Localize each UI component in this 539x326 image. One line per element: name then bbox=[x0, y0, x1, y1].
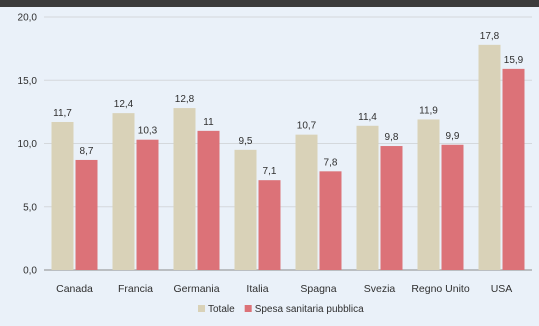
data-label: 11 bbox=[203, 117, 214, 128]
bar-totale bbox=[51, 121, 74, 271]
bar-totale bbox=[234, 149, 257, 270]
data-label: 9,9 bbox=[446, 131, 460, 142]
bar-totale bbox=[417, 119, 440, 270]
top-border bbox=[0, 0, 539, 7]
data-label: 12,4 bbox=[114, 99, 134, 110]
y-tick-label: 15,0 bbox=[18, 76, 38, 87]
legend-swatch bbox=[198, 305, 205, 312]
data-label: 12,8 bbox=[175, 94, 195, 105]
x-category-label: USA bbox=[491, 283, 513, 295]
y-tick-label: 20,0 bbox=[18, 13, 38, 24]
data-label: 9,8 bbox=[385, 132, 399, 143]
bar-spesa-pubblica bbox=[258, 180, 281, 270]
legend-label: Totale bbox=[208, 304, 235, 315]
data-label: 7,8 bbox=[324, 157, 338, 168]
x-category-label: Francia bbox=[118, 283, 153, 295]
x-category-label: Italia bbox=[246, 283, 268, 295]
y-tick-label: 0,0 bbox=[23, 266, 37, 277]
bar-totale bbox=[478, 44, 501, 270]
bar-totale bbox=[295, 134, 318, 270]
bar-spesa-pubblica bbox=[319, 171, 342, 270]
bar-totale bbox=[173, 108, 196, 270]
x-category-label: Regno Unito bbox=[411, 283, 470, 295]
data-label: 17,8 bbox=[480, 31, 500, 42]
bar-spesa-pubblica bbox=[502, 68, 525, 271]
x-category-label: Svezia bbox=[364, 283, 396, 295]
data-label: 8,7 bbox=[80, 146, 94, 157]
data-label: 15,9 bbox=[504, 55, 524, 66]
y-tick-label: 5,0 bbox=[23, 202, 37, 213]
y-tick-label: 10,0 bbox=[18, 139, 38, 150]
data-label: 11,9 bbox=[419, 105, 438, 116]
x-category-label: Spagna bbox=[300, 283, 336, 295]
bar-spesa-pubblica bbox=[75, 159, 98, 270]
data-label: 11,4 bbox=[358, 112, 377, 123]
bar-spesa-pubblica bbox=[380, 146, 403, 270]
data-label: 11,7 bbox=[53, 108, 72, 119]
bar-totale bbox=[112, 113, 135, 270]
data-label: 9,5 bbox=[239, 136, 253, 147]
bar-spesa-pubblica bbox=[136, 139, 159, 270]
legend-swatch bbox=[244, 305, 252, 312]
bar-spesa-pubblica bbox=[197, 130, 220, 270]
legend-label: Spesa sanitaria pubblica bbox=[255, 304, 364, 315]
data-label: 10,7 bbox=[297, 121, 317, 132]
data-label: 7,1 bbox=[263, 166, 277, 177]
x-category-label: Canada bbox=[56, 283, 93, 295]
bar-spesa-pubblica bbox=[441, 144, 464, 270]
x-category-label: Germania bbox=[173, 283, 219, 295]
data-label: 10,3 bbox=[138, 126, 158, 137]
bar-totale bbox=[356, 125, 379, 270]
